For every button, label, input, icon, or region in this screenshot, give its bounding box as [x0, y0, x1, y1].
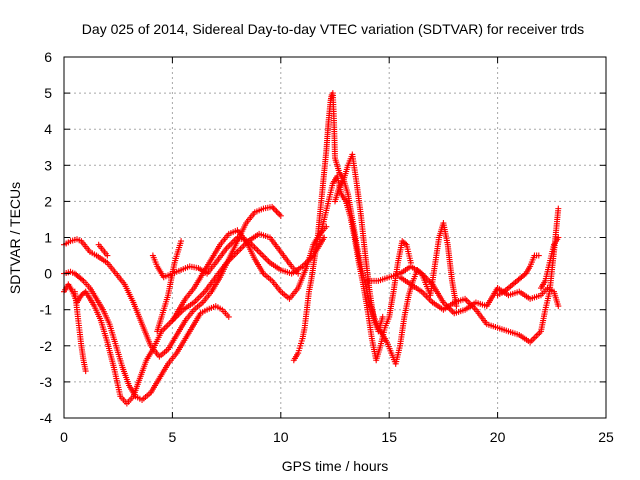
x-axis-label: GPS time / hours — [282, 458, 389, 474]
y-tick-label: 1 — [44, 230, 52, 246]
data-point — [535, 252, 542, 259]
series-arc-15 — [537, 234, 562, 292]
series-arc-8 — [169, 223, 330, 324]
y-tick-label: -4 — [40, 410, 53, 426]
data-point — [79, 276, 86, 283]
data-point — [259, 252, 266, 259]
series-arc-14 — [494, 252, 542, 299]
y-tick-label: -2 — [40, 338, 53, 354]
data-point — [257, 250, 264, 257]
chart-title: Day 025 of 2014, Sidereal Day-to-day VTE… — [82, 21, 584, 37]
x-tick-label: 10 — [273, 429, 289, 445]
data-point — [166, 320, 173, 327]
data-point — [274, 209, 281, 216]
y-tick-label: 4 — [44, 121, 52, 137]
y-tick-label: -3 — [40, 374, 53, 390]
data-point — [402, 240, 409, 247]
data-point — [82, 368, 89, 375]
data-point — [197, 293, 204, 300]
data-point — [555, 205, 562, 212]
data-point — [234, 248, 241, 255]
data-point — [198, 291, 205, 298]
data-point — [420, 290, 427, 297]
data-point — [228, 240, 235, 247]
x-tick-label: 25 — [598, 429, 614, 445]
series-arc-11 — [332, 176, 460, 367]
data-point — [426, 296, 433, 303]
data-point — [521, 271, 528, 278]
series-arc-4 — [71, 288, 89, 375]
data-point — [276, 211, 283, 218]
data-point — [225, 313, 232, 320]
y-tick-label: 5 — [44, 85, 52, 101]
axes: 0 5 10 15 20 25 -4 -3 -2 -1 0 1 2 3 4 5 6 — [40, 49, 614, 445]
data-point — [256, 248, 263, 255]
y-axis-label: SDTVAR / TECUs — [7, 182, 23, 294]
data-point — [531, 334, 538, 341]
data-point — [225, 243, 232, 250]
data-point — [379, 313, 386, 320]
data-point — [423, 293, 430, 300]
data-point — [239, 244, 246, 251]
x-tick-label: 0 — [60, 429, 68, 445]
data-point — [262, 255, 269, 262]
data-point — [178, 238, 185, 245]
data-point — [164, 322, 171, 329]
data-point — [200, 290, 207, 297]
y-tick-label: -1 — [40, 302, 53, 318]
y-tick-label: 6 — [44, 49, 52, 65]
data-point — [420, 272, 427, 279]
data-point — [555, 303, 562, 310]
data-point — [260, 253, 267, 260]
data-point — [194, 296, 201, 303]
data-point — [249, 242, 256, 249]
data-point — [533, 333, 540, 340]
data-point — [277, 212, 284, 219]
y-tick-label: 3 — [44, 157, 52, 173]
data-point — [104, 252, 111, 259]
y-tick-label: 2 — [44, 193, 52, 209]
data-point — [265, 258, 272, 265]
data-point — [237, 245, 244, 252]
series-arc-7 — [154, 238, 185, 335]
data-point — [195, 294, 202, 301]
x-tick-label: 20 — [490, 429, 506, 445]
data-points — [61, 90, 562, 407]
data-point — [555, 234, 562, 241]
data-point — [192, 297, 199, 304]
y-tick-label: 0 — [44, 266, 52, 282]
x-tick-label: 15 — [381, 429, 397, 445]
data-point — [263, 256, 270, 263]
data-point — [163, 323, 170, 330]
data-point — [463, 297, 470, 304]
data-point — [161, 325, 168, 332]
series-arc-5 — [95, 241, 111, 259]
data-point — [428, 297, 435, 304]
series-arc-9 — [290, 90, 386, 364]
data-point — [528, 337, 535, 344]
data-point — [235, 247, 242, 254]
data-point — [273, 208, 280, 215]
data-point — [270, 205, 277, 212]
data-point — [254, 247, 261, 254]
data-point — [534, 331, 541, 338]
x-tick-label: 5 — [169, 429, 177, 445]
